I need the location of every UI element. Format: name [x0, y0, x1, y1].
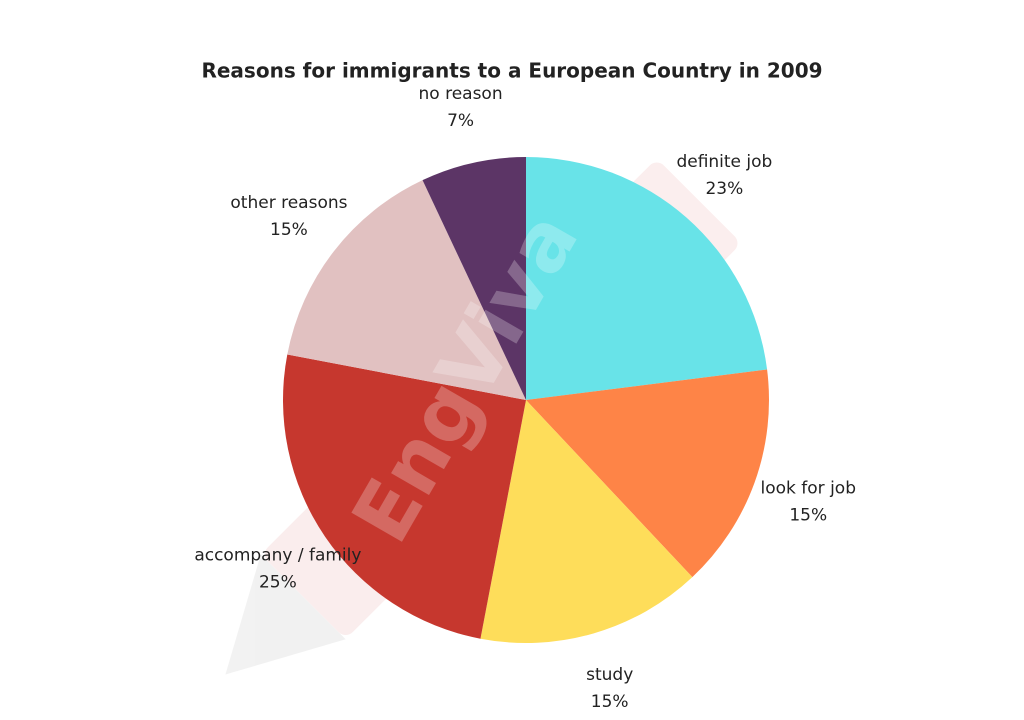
pie-slice — [480, 400, 693, 643]
pie-slice — [287, 180, 526, 400]
slice-value-label: 15% — [270, 220, 308, 240]
slice-label: definite job — [676, 152, 772, 172]
slice-label: study — [586, 665, 633, 685]
pie-slice — [422, 157, 526, 400]
slice-value-label: 15% — [591, 692, 629, 712]
pie-slice — [526, 369, 769, 578]
slice-label: accompany / family — [194, 546, 361, 566]
slice-value-label: 15% — [789, 506, 827, 526]
slice-label: no reason — [419, 84, 503, 104]
slice-value-label: 25% — [259, 573, 297, 593]
pie-slice — [526, 157, 768, 400]
slice-value-label: 23% — [705, 179, 743, 199]
pie-slice — [282, 354, 526, 639]
slice-value-label: 7% — [447, 111, 474, 131]
chart-title: Reasons for immigrants to a European Cou… — [201, 59, 822, 83]
slice-label: other reasons — [230, 193, 347, 213]
slice-label: look for job — [761, 479, 856, 499]
pie — [282, 157, 769, 643]
